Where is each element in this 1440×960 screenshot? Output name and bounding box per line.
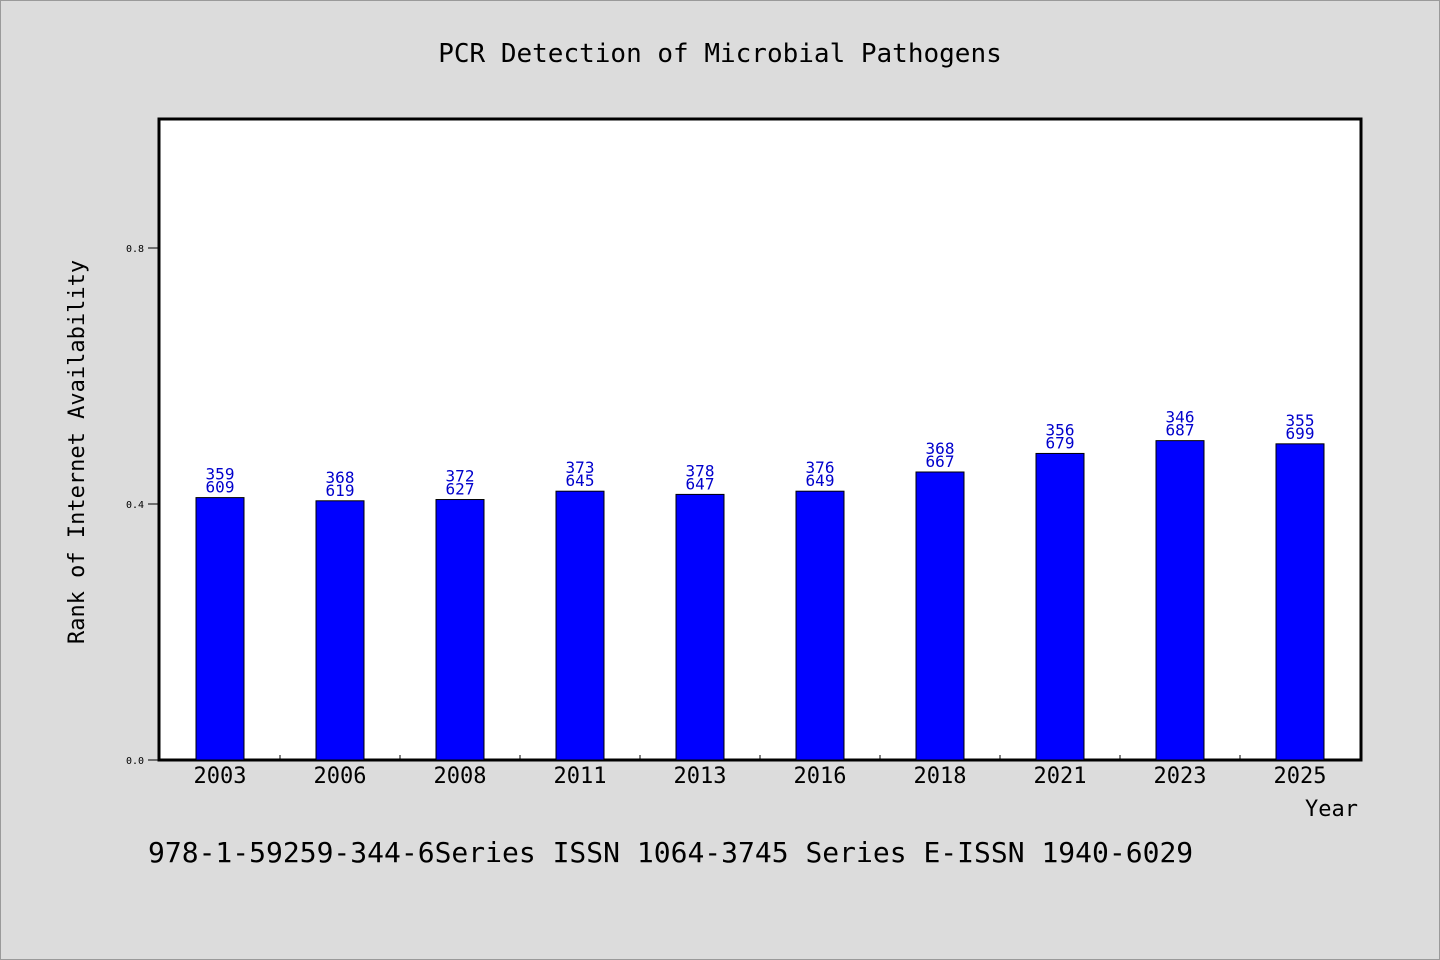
data-label-2011-top: 373 <box>566 458 595 477</box>
data-label-2006-top: 368 <box>326 468 355 487</box>
data-label-2016-bottom: 649 <box>806 471 835 490</box>
x-tick-label-2021: 2021 <box>1034 764 1087 789</box>
bar-2021 <box>1035 452 1085 761</box>
data-label-2013-bottom: 647 <box>686 474 715 493</box>
bar-2023 <box>1155 440 1205 761</box>
data-label-2025-bottom: 699 <box>1286 424 1315 443</box>
footnote-isbn: 978-1-59259-344-6Series ISSN 1064-3745 S… <box>148 836 1193 869</box>
bar-2013 <box>675 493 725 761</box>
x-tick-label-2006: 2006 <box>314 764 367 789</box>
x-tick-label-2025: 2025 <box>1274 764 1327 789</box>
x-tick-label-2011: 2011 <box>554 764 607 789</box>
data-labels: 3596093686193726273736453786473766493686… <box>206 408 1315 500</box>
x-tick-label-2018: 2018 <box>914 764 967 789</box>
x-tick-label-2008: 2008 <box>434 764 487 789</box>
bar-2011 <box>555 490 605 761</box>
data-label-2018-top: 368 <box>926 439 955 458</box>
data-label-2006-bottom: 619 <box>326 481 355 500</box>
y-axis-label: Rank of Internet Availability <box>65 260 90 644</box>
x-tick-label-2023: 2023 <box>1154 764 1207 789</box>
chart-title: PCR Detection of Microbial Pathogens <box>438 39 1002 69</box>
data-label-2023-bottom: 687 <box>1166 421 1195 440</box>
x-tick-label-2003: 2003 <box>194 764 247 789</box>
bar-2003 <box>195 497 245 761</box>
x-axis-ticks: 2003 2006 2008 2011 2013 2016 2018 2021 2023 2025 <box>194 755 1327 789</box>
data-label-2003-top: 359 <box>206 465 235 484</box>
x-axis-label: Year <box>1305 797 1358 822</box>
data-label-2025-top: 355 <box>1286 411 1315 430</box>
bars <box>195 440 1325 761</box>
bar-2025 <box>1275 443 1325 761</box>
y-tick-label-0.0: 0.0 <box>126 756 144 767</box>
data-label-2003-bottom: 609 <box>206 478 235 497</box>
x-tick-label-2016: 2016 <box>794 764 847 789</box>
y-axis-ticks: 0.0 0.4 0.8 <box>126 244 160 767</box>
data-label-2021-top: 356 <box>1046 420 1075 439</box>
data-label-2008-top: 372 <box>446 467 475 486</box>
data-label-2021-bottom: 679 <box>1046 433 1075 452</box>
y-tick-label-0.4: 0.4 <box>126 500 144 511</box>
bar-2008 <box>435 499 485 761</box>
data-label-2018-bottom: 667 <box>926 452 955 471</box>
bar-2016 <box>795 490 845 761</box>
data-label-2023-top: 346 <box>1166 408 1195 427</box>
data-label-2011-bottom: 645 <box>566 471 595 490</box>
x-tick-label-2013: 2013 <box>674 764 727 789</box>
bar-2018 <box>915 471 965 761</box>
data-label-2016-top: 376 <box>806 458 835 477</box>
data-label-2008-bottom: 627 <box>446 480 475 499</box>
data-label-2013-top: 378 <box>686 461 715 480</box>
y-tick-label-0.8: 0.8 <box>126 244 144 255</box>
bar-2006 <box>315 500 365 761</box>
